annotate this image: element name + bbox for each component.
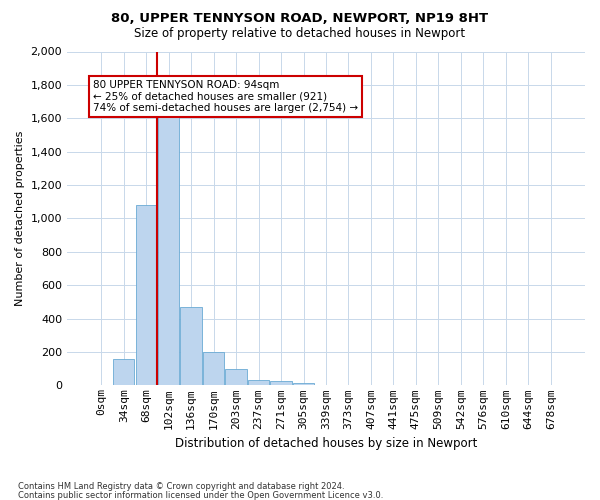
Text: 80 UPPER TENNYSON ROAD: 94sqm
← 25% of detached houses are smaller (921)
74% of : 80 UPPER TENNYSON ROAD: 94sqm ← 25% of d… xyxy=(93,80,358,113)
Bar xyxy=(136,205,157,386)
Bar xyxy=(113,358,134,386)
Bar xyxy=(226,368,247,386)
Bar xyxy=(203,352,224,386)
X-axis label: Distribution of detached houses by size in Newport: Distribution of detached houses by size … xyxy=(175,437,477,450)
Bar xyxy=(181,307,202,386)
Text: Contains public sector information licensed under the Open Government Licence v3: Contains public sector information licen… xyxy=(18,490,383,500)
Text: Contains HM Land Registry data © Crown copyright and database right 2024.: Contains HM Land Registry data © Crown c… xyxy=(18,482,344,491)
Text: Size of property relative to detached houses in Newport: Size of property relative to detached ho… xyxy=(134,28,466,40)
Bar xyxy=(271,381,292,386)
Bar xyxy=(293,383,314,386)
Text: 80, UPPER TENNYSON ROAD, NEWPORT, NP19 8HT: 80, UPPER TENNYSON ROAD, NEWPORT, NP19 8… xyxy=(112,12,488,26)
Bar xyxy=(338,385,359,386)
Y-axis label: Number of detached properties: Number of detached properties xyxy=(15,131,25,306)
Bar xyxy=(248,380,269,386)
Bar xyxy=(158,115,179,386)
Bar xyxy=(316,384,337,386)
